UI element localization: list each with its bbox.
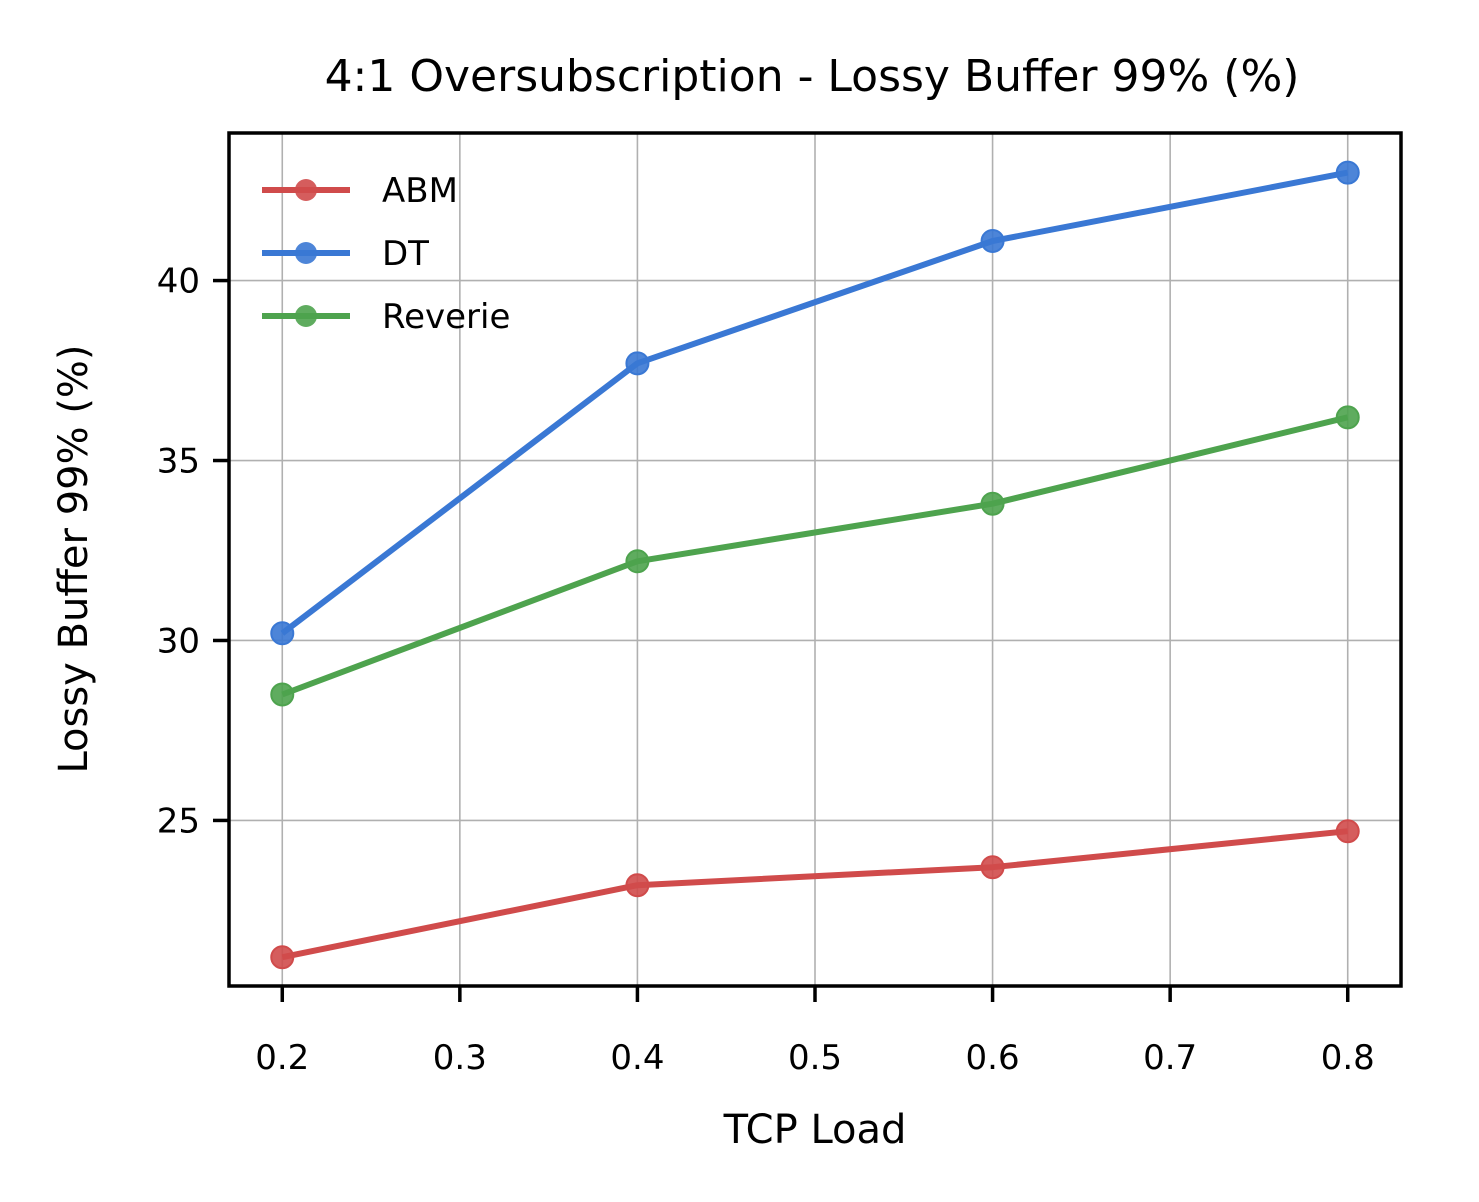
x-tick-label: 0.4: [610, 1038, 664, 1078]
data-point: [625, 873, 650, 898]
legend: ABM DT Reverie: [262, 171, 510, 337]
data-point: [1335, 405, 1360, 430]
legend-label: DT: [382, 234, 429, 274]
y-tick-label: 40: [157, 262, 200, 302]
data-point: [270, 682, 295, 707]
data-point: [625, 351, 650, 376]
legend-item: Reverie: [262, 297, 510, 337]
x-tick-label: 0.2: [255, 1038, 309, 1078]
series-dt: [270, 160, 1360, 646]
series-line: [281, 414, 1349, 698]
y-tick-label: 35: [157, 442, 200, 482]
x-tick-label: 0.6: [966, 1038, 1020, 1078]
series-line: [280, 169, 1349, 636]
x-axis: 0.2 0.3 0.4 0.5 0.6 0.7 0.8: [255, 986, 1375, 1078]
x-tick-label: 0.8: [1321, 1038, 1375, 1078]
x-tick-label: 0.7: [1143, 1038, 1197, 1078]
y-tick-label: 25: [157, 801, 200, 841]
legend-label: ABM: [382, 171, 458, 211]
y-axis: 25 30 35 40: [157, 262, 229, 841]
legend-marker: [295, 242, 317, 264]
x-axis-label: TCP Load: [723, 1107, 907, 1153]
data-point: [625, 549, 650, 574]
legend-label: Reverie: [382, 297, 510, 337]
series-reverie: [270, 405, 1360, 707]
legend-item: DT: [262, 234, 429, 274]
data-point: [980, 855, 1005, 880]
data-point: [980, 491, 1005, 516]
legend-marker: [295, 179, 317, 201]
chart-title: 4:1 Oversubscription - Lossy Buffer 99% …: [325, 51, 1300, 102]
series-line: [281, 828, 1349, 961]
series-layer: [270, 160, 1360, 970]
legend-item: ABM: [262, 171, 458, 211]
data-point: [1335, 819, 1360, 844]
x-tick-label: 0.3: [433, 1038, 487, 1078]
x-tick-label: 0.5: [788, 1038, 842, 1078]
data-point: [270, 621, 295, 646]
legend-marker: [295, 305, 317, 327]
y-tick-label: 30: [157, 621, 200, 661]
y-axis-label: Lossy Buffer 99% (%): [51, 344, 97, 773]
grid-lines: [229, 133, 1401, 986]
data-point: [270, 945, 295, 970]
data-point: [980, 228, 1005, 253]
data-point: [1335, 160, 1360, 185]
series-abm: [270, 819, 1360, 970]
